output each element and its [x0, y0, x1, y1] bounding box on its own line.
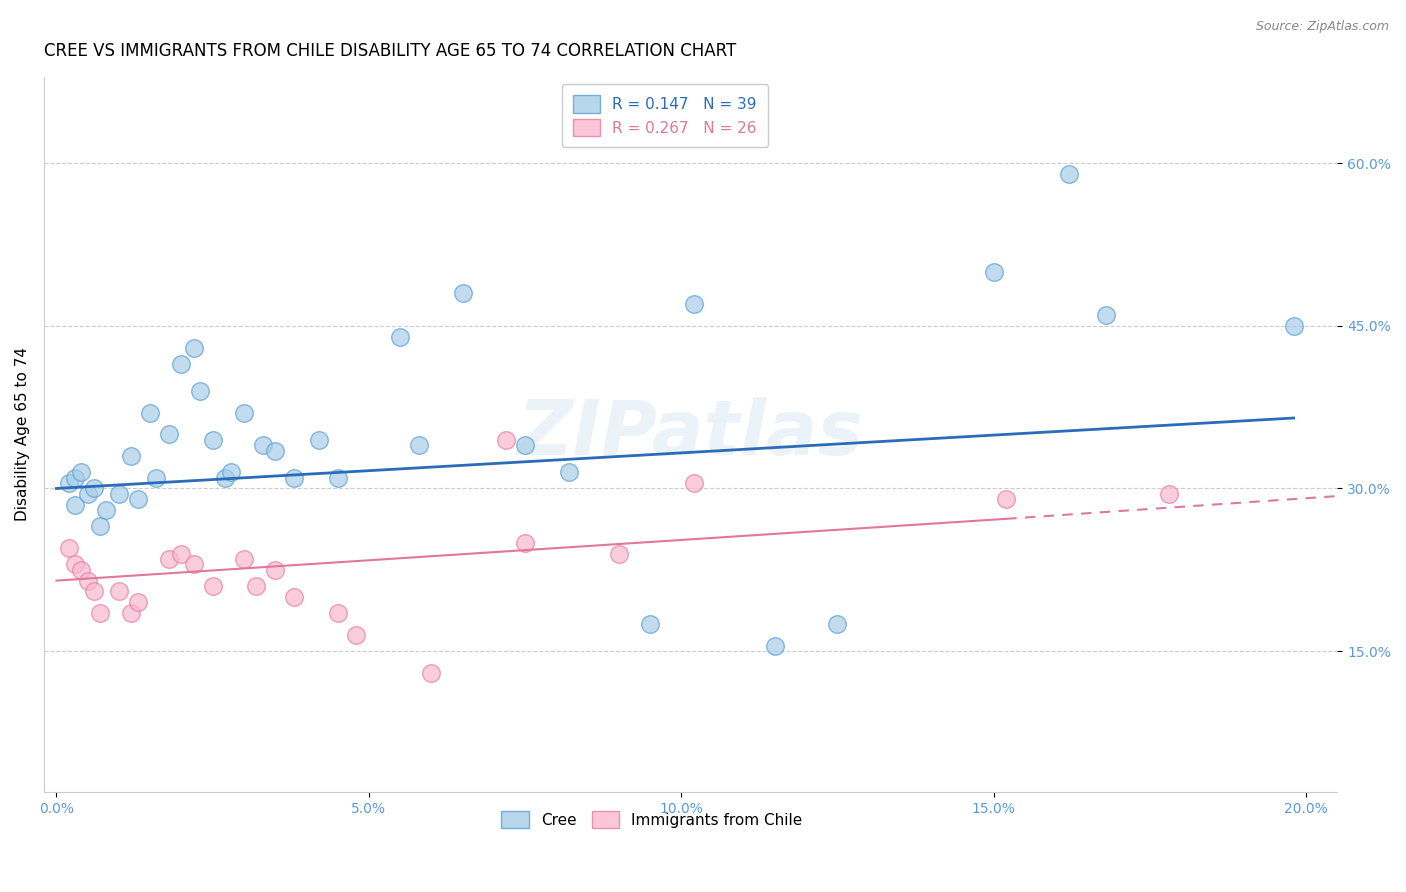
Point [1057, 167, 1080, 181]
Point [827, 617, 849, 632]
Point [326, 606, 349, 620]
Point [1157, 487, 1180, 501]
Point [83, 584, 105, 599]
Point [89, 606, 111, 620]
Point [188, 384, 211, 398]
Text: CREE VS IMMIGRANTS FROM CHILE DISABILITY AGE 65 TO 74 CORRELATION CHART: CREE VS IMMIGRANTS FROM CHILE DISABILITY… [44, 42, 737, 60]
Point [682, 297, 704, 311]
Point [495, 433, 517, 447]
Point [1282, 318, 1305, 333]
Point [108, 487, 131, 501]
Point [58, 476, 80, 491]
Point [1095, 308, 1118, 322]
Point [63, 558, 86, 572]
Point [183, 558, 205, 572]
Point [513, 535, 536, 549]
Point [283, 470, 305, 484]
Point [108, 584, 131, 599]
Point [252, 438, 274, 452]
Point [127, 492, 149, 507]
Point [995, 492, 1018, 507]
Point [420, 665, 443, 680]
Point [96, 503, 118, 517]
Point [183, 341, 205, 355]
Point [201, 433, 224, 447]
Point [763, 639, 786, 653]
Point [139, 406, 162, 420]
Point [201, 579, 224, 593]
Point [76, 487, 98, 501]
Point [214, 470, 236, 484]
Point [682, 476, 704, 491]
Point [308, 433, 330, 447]
Point [63, 498, 86, 512]
Point [232, 406, 254, 420]
Point [264, 443, 287, 458]
Point [70, 563, 93, 577]
Point [145, 470, 167, 484]
Point [451, 286, 474, 301]
Point [513, 438, 536, 452]
Text: Source: ZipAtlas.com: Source: ZipAtlas.com [1256, 20, 1389, 33]
Point [157, 552, 180, 566]
Point [326, 470, 349, 484]
Point [58, 541, 80, 555]
Point [264, 563, 287, 577]
Point [638, 617, 661, 632]
Point [127, 595, 149, 609]
Point [408, 438, 430, 452]
Point [120, 449, 142, 463]
Point [232, 552, 254, 566]
Point [389, 329, 412, 343]
Point [344, 628, 367, 642]
Y-axis label: Disability Age 65 to 74: Disability Age 65 to 74 [15, 347, 30, 521]
Point [157, 427, 180, 442]
Point [221, 465, 243, 479]
Point [245, 579, 267, 593]
Point [983, 265, 1005, 279]
Point [607, 547, 630, 561]
Point [83, 482, 105, 496]
Legend: Cree, Immigrants from Chile: Cree, Immigrants from Chile [495, 805, 808, 834]
Point [89, 519, 111, 533]
Point [558, 465, 581, 479]
Point [170, 547, 193, 561]
Point [120, 606, 142, 620]
Point [283, 590, 305, 604]
Point [70, 465, 93, 479]
Point [76, 574, 98, 588]
Point [63, 470, 86, 484]
Text: ZIPatlas: ZIPatlas [517, 397, 863, 471]
Point [170, 357, 193, 371]
